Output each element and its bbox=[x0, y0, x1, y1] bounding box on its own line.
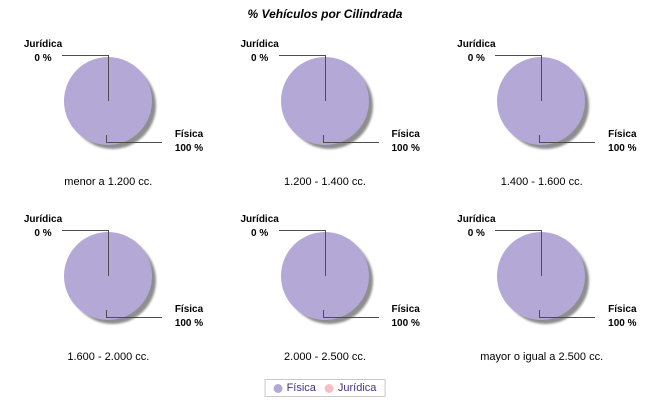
slice-label-fisica: Física 100 % bbox=[596, 303, 648, 331]
juridica-callout-line bbox=[62, 230, 108, 231]
slice-label-juridica-name: Jurídica bbox=[23, 39, 63, 50]
juridica-radius-line bbox=[541, 230, 543, 276]
slice-label-fisica-value: 100 % bbox=[174, 143, 204, 154]
chart-caption: menor a 1.200 cc. bbox=[64, 176, 153, 188]
slice-label-fisica-name: Física bbox=[391, 129, 420, 140]
slice-label-juridica: Jurídica 0 % bbox=[231, 38, 289, 66]
slice-label-juridica-name: Jurídica bbox=[457, 214, 496, 225]
chart-caption: 1.200 - 1.400 cc. bbox=[284, 176, 366, 188]
slice-label-juridica-value: 0 % bbox=[34, 228, 52, 239]
fisica-tick-line bbox=[539, 135, 541, 143]
juridica-callout-line bbox=[278, 230, 325, 231]
slice-label-fisica-value: 100 % bbox=[608, 318, 637, 329]
slice-label-fisica-value: 100 % bbox=[174, 318, 204, 329]
slice-label-juridica-name: Jurídica bbox=[240, 214, 279, 225]
slice-label-fisica-value: 100 % bbox=[391, 143, 420, 154]
juridica-radius-line bbox=[108, 55, 109, 101]
slice-label-fisica: Física 100 % bbox=[596, 128, 648, 156]
fisica-callout-line bbox=[322, 142, 379, 143]
slice-label-juridica-name: Jurídica bbox=[23, 214, 63, 225]
legend-swatch-juridica-icon bbox=[324, 383, 334, 393]
slice-label-juridica-value: 0 % bbox=[251, 53, 269, 64]
pie-chart-cell: Jurídica 0 % Física 100 % mayor o igual … bbox=[433, 210, 650, 375]
slice-label-juridica: Jurídica 0 % bbox=[447, 213, 505, 241]
slice-label-fisica-value: 100 % bbox=[608, 143, 637, 154]
charts-row-1: Jurídica 0 % Física 100 % menor a 1.200 … bbox=[0, 35, 650, 200]
fisica-callout-line bbox=[106, 142, 162, 143]
slice-label-fisica-name: Física bbox=[174, 129, 204, 140]
slice-label-juridica: Jurídica 0 % bbox=[231, 213, 289, 241]
chart-caption: 1.600 - 2.000 cc. bbox=[67, 351, 150, 363]
legend-label-juridica: Jurídica bbox=[337, 382, 377, 394]
fisica-tick-line bbox=[106, 310, 107, 318]
legend-item-juridica: Jurídica bbox=[324, 382, 377, 394]
chart-caption: mayor o igual a 2.500 cc. bbox=[480, 351, 604, 363]
pie-chart-cell: Jurídica 0 % Física 100 % 1.400 - 1.600 … bbox=[433, 35, 650, 200]
slice-label-fisica: Física 100 % bbox=[380, 128, 432, 156]
slice-label-fisica: Física 100 % bbox=[163, 303, 215, 331]
fisica-callout-line bbox=[322, 317, 379, 318]
legend-label-fisica: Física bbox=[286, 382, 316, 394]
slice-label-fisica-name: Física bbox=[391, 304, 420, 315]
legend: Física Jurídica bbox=[264, 379, 386, 397]
pie-chart-cell: Jurídica 0 % Física 100 % 1.600 - 2.000 … bbox=[0, 210, 217, 375]
slice-label-juridica-value: 0 % bbox=[34, 53, 52, 64]
slice-label-fisica-name: Física bbox=[174, 304, 204, 315]
slice-label-juridica: Jurídica 0 % bbox=[14, 38, 72, 66]
fisica-tick-line bbox=[106, 135, 107, 143]
pie-chart-cell: Jurídica 0 % Física 100 % 1.200 - 1.400 … bbox=[217, 35, 434, 200]
slice-label-fisica-name: Física bbox=[608, 129, 637, 140]
chart-caption: 2.000 - 2.500 cc. bbox=[284, 351, 366, 363]
slice-label-fisica: Física 100 % bbox=[380, 303, 432, 331]
fisica-tick-line bbox=[322, 310, 324, 318]
juridica-callout-line bbox=[62, 55, 108, 56]
chart-caption: 1.400 - 1.600 cc. bbox=[500, 176, 583, 188]
slice-label-juridica: Jurídica 0 % bbox=[14, 213, 72, 241]
pie-chart-cell: Jurídica 0 % Física 100 % 2.000 - 2.500 … bbox=[217, 210, 434, 375]
slice-label-juridica-name: Jurídica bbox=[240, 39, 279, 50]
pie-chart-cell: Jurídica 0 % Física 100 % menor a 1.200 … bbox=[0, 35, 217, 200]
slice-label-juridica-value: 0 % bbox=[467, 228, 485, 239]
legend-swatch-fisica-icon bbox=[273, 383, 283, 393]
slice-label-fisica-value: 100 % bbox=[391, 318, 420, 329]
slice-label-juridica: Jurídica 0 % bbox=[447, 38, 505, 66]
juridica-radius-line bbox=[108, 230, 109, 276]
charts-row-2: Jurídica 0 % Física 100 % 1.600 - 2.000 … bbox=[0, 210, 650, 375]
slice-label-fisica: Física 100 % bbox=[163, 128, 215, 156]
slice-label-juridica-value: 0 % bbox=[467, 53, 485, 64]
juridica-callout-line bbox=[495, 230, 542, 231]
legend-item-fisica: Física bbox=[273, 382, 316, 394]
juridica-callout-line bbox=[278, 55, 325, 56]
fisica-callout-line bbox=[539, 317, 596, 318]
slice-label-fisica-name: Física bbox=[608, 304, 637, 315]
chart-title: % Vehículos por Cilindrada bbox=[247, 7, 403, 21]
slice-label-juridica-value: 0 % bbox=[251, 228, 269, 239]
juridica-radius-line bbox=[541, 55, 543, 101]
slice-label-juridica-name: Jurídica bbox=[457, 39, 496, 50]
juridica-radius-line bbox=[324, 230, 326, 276]
fisica-tick-line bbox=[322, 135, 324, 143]
fisica-tick-line bbox=[539, 310, 541, 318]
juridica-callout-line bbox=[495, 55, 542, 56]
fisica-callout-line bbox=[106, 317, 162, 318]
juridica-radius-line bbox=[324, 55, 326, 101]
fisica-callout-line bbox=[539, 142, 596, 143]
